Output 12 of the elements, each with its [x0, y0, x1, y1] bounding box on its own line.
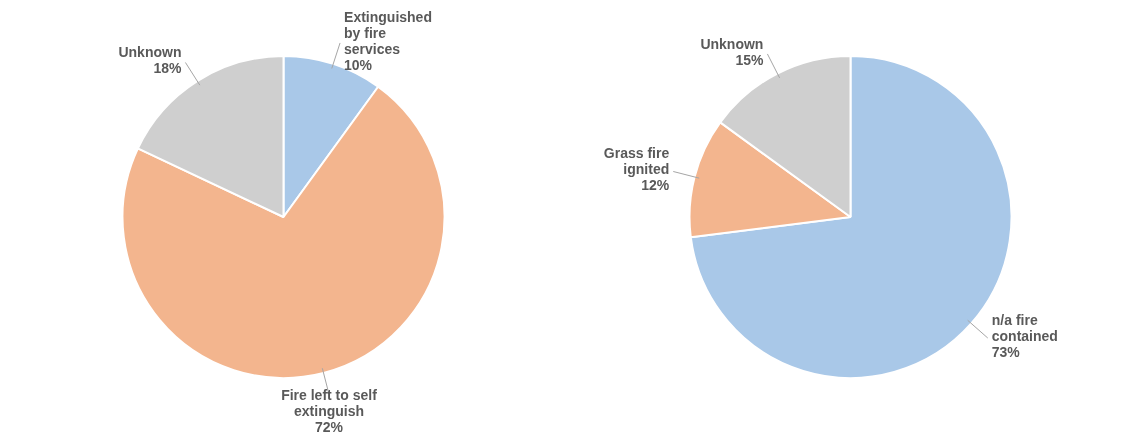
slice-label: Grass fire ignited [603, 145, 670, 178]
data-label: 15% [735, 51, 764, 68]
slice-label: n/a fire contained [991, 311, 1058, 344]
slice-label: Unknown [700, 35, 764, 52]
data-label: 72% [314, 418, 344, 435]
data-label: 10% [344, 56, 373, 73]
slice-label: Unknown [118, 44, 182, 61]
data-label: 18% [153, 60, 182, 77]
slice-label: Extinguished by fire services [344, 8, 432, 57]
slice-label: Fire left to self extinguish [281, 386, 378, 419]
data-label: 73% [991, 343, 1021, 360]
data-label: 12% [641, 177, 670, 194]
